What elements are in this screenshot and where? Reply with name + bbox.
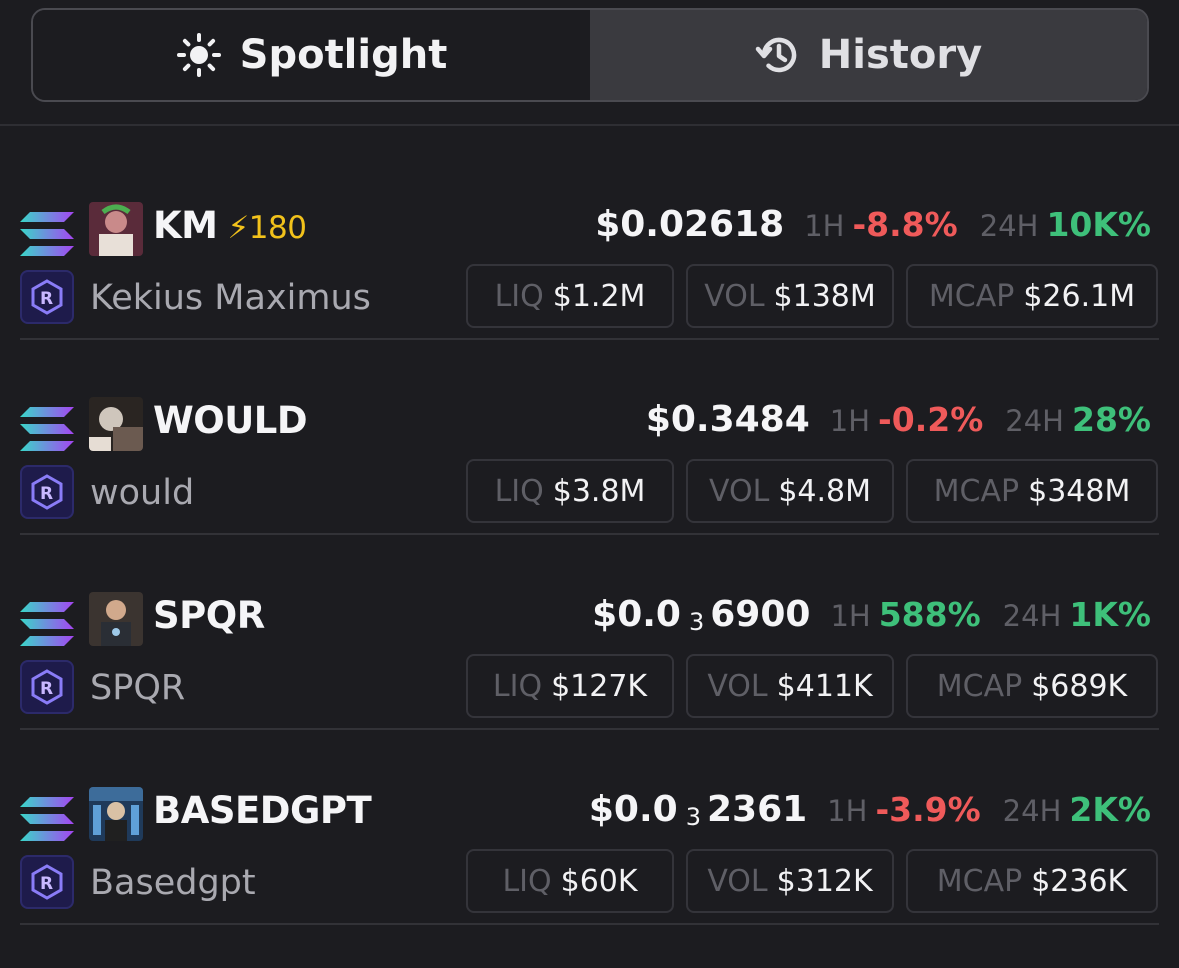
- stats-group: LIQ $1.2M VOL $138M MCAP $26.1M: [466, 264, 1158, 328]
- token-price: $0.3484: [645, 399, 810, 440]
- svg-text:R: R: [40, 679, 53, 699]
- market-cap-pill: MCAP $689K: [906, 654, 1158, 718]
- row-divider: [20, 338, 1159, 340]
- stats-group: LIQ $3.8M VOL $4.8M MCAP $348M: [466, 459, 1158, 523]
- svg-text:R: R: [40, 874, 53, 894]
- price-line: $0.0 3 2361 1H -3.9% 24H 2K%: [589, 789, 1151, 831]
- token-name: would: [90, 473, 195, 513]
- price-line: $0.3484 1H -0.2% 24H 28%: [646, 399, 1151, 440]
- label-1h: 1H: [827, 794, 868, 828]
- sun-icon: [176, 32, 222, 78]
- change-1h: -3.9%: [875, 790, 981, 829]
- raydium-dex-icon: R: [20, 660, 74, 714]
- label-1h: 1H: [804, 209, 845, 243]
- token-price: $0.0 3 6900: [592, 594, 811, 636]
- token-row[interactable]: WOULD R would $0.3484 1H -0.2% 24H 28% L…: [0, 341, 1179, 535]
- stats-group: LIQ $127K VOL $411K MCAP $689K: [466, 654, 1158, 718]
- solana-chain-icon: [20, 407, 74, 451]
- token-row[interactable]: SPQR R SPQR $0.0 3 6900 1H 588% 24H 1K% LI…: [0, 536, 1179, 730]
- token-ticker: BASEDGPT: [153, 789, 372, 832]
- label-1h: 1H: [829, 404, 871, 438]
- kekius-avatar-icon: [89, 202, 143, 256]
- label-24h: 24H: [979, 209, 1039, 243]
- change-24h: 28%: [1072, 400, 1151, 439]
- token-name: Kekius Maximus: [90, 278, 371, 318]
- row-divider: [20, 923, 1159, 925]
- row-divider: [20, 533, 1159, 535]
- label-1h: 1H: [830, 599, 871, 633]
- liquidity-pill: LIQ $127K: [466, 654, 674, 718]
- token-price: $0.02618: [595, 204, 785, 245]
- would-avatar-icon: [89, 397, 143, 451]
- svg-text:R: R: [40, 484, 53, 504]
- tab-history-label: History: [818, 32, 983, 78]
- boost-badge: ⚡180: [227, 210, 307, 246]
- label-24h: 24H: [1005, 404, 1064, 438]
- volume-pill: VOL $138M: [686, 264, 894, 328]
- raydium-dex-icon: R: [20, 465, 74, 519]
- change-1h: -0.2%: [878, 400, 984, 439]
- change-24h: 2K%: [1069, 790, 1151, 829]
- tab-history[interactable]: History: [590, 10, 1147, 100]
- tab-spotlight[interactable]: Spotlight: [33, 10, 590, 100]
- svg-text:R: R: [40, 289, 53, 309]
- token-row[interactable]: KM ⚡180 R Kekius Maximus $0.02618 1H -8.8…: [0, 146, 1179, 340]
- token-ticker: KM: [153, 204, 218, 247]
- raydium-dex-icon: R: [20, 855, 74, 909]
- header-divider: [0, 124, 1179, 126]
- token-price: $0.0 3 2361: [588, 789, 808, 831]
- raydium-dex-icon: R: [20, 270, 74, 324]
- token-name: Basedgpt: [90, 863, 256, 903]
- history-icon: [755, 32, 801, 78]
- market-cap-pill: MCAP $26.1M: [906, 264, 1158, 328]
- tab-bar: Spotlight History: [31, 8, 1149, 102]
- token-ticker: SPQR: [153, 594, 265, 637]
- token-row[interactable]: BASEDGPT R Basedgpt $0.0 3 2361 1H -3.9% 2…: [0, 731, 1179, 925]
- solana-chain-icon: [20, 602, 74, 646]
- volume-pill: VOL $4.8M: [686, 459, 894, 523]
- row-divider: [20, 728, 1159, 730]
- liquidity-pill: LIQ $1.2M: [466, 264, 674, 328]
- liquidity-pill: LIQ $60K: [466, 849, 674, 913]
- volume-pill: VOL $312K: [686, 849, 894, 913]
- spqr-avatar-icon: [89, 592, 143, 646]
- tab-spotlight-label: Spotlight: [239, 32, 448, 78]
- price-line: $0.02618 1H -8.8% 24H 10K%: [595, 204, 1151, 245]
- token-ticker: WOULD: [153, 399, 308, 442]
- solana-chain-icon: [20, 212, 74, 256]
- label-24h: 24H: [1002, 599, 1062, 633]
- solana-chain-icon: [20, 797, 74, 841]
- change-1h: -8.8%: [852, 205, 958, 244]
- change-24h: 10K%: [1046, 205, 1151, 244]
- stats-group: LIQ $60K VOL $312K MCAP $236K: [466, 849, 1158, 913]
- change-1h: 588%: [878, 595, 981, 634]
- basedgpt-avatar-icon: [89, 787, 143, 841]
- liquidity-pill: LIQ $3.8M: [466, 459, 674, 523]
- market-cap-pill: MCAP $236K: [906, 849, 1158, 913]
- label-24h: 24H: [1002, 794, 1062, 828]
- price-line: $0.0 3 6900 1H 588% 24H 1K%: [592, 594, 1151, 636]
- market-cap-pill: MCAP $348M: [906, 459, 1158, 523]
- change-24h: 1K%: [1069, 595, 1151, 634]
- token-name: SPQR: [90, 668, 186, 708]
- volume-pill: VOL $411K: [686, 654, 894, 718]
